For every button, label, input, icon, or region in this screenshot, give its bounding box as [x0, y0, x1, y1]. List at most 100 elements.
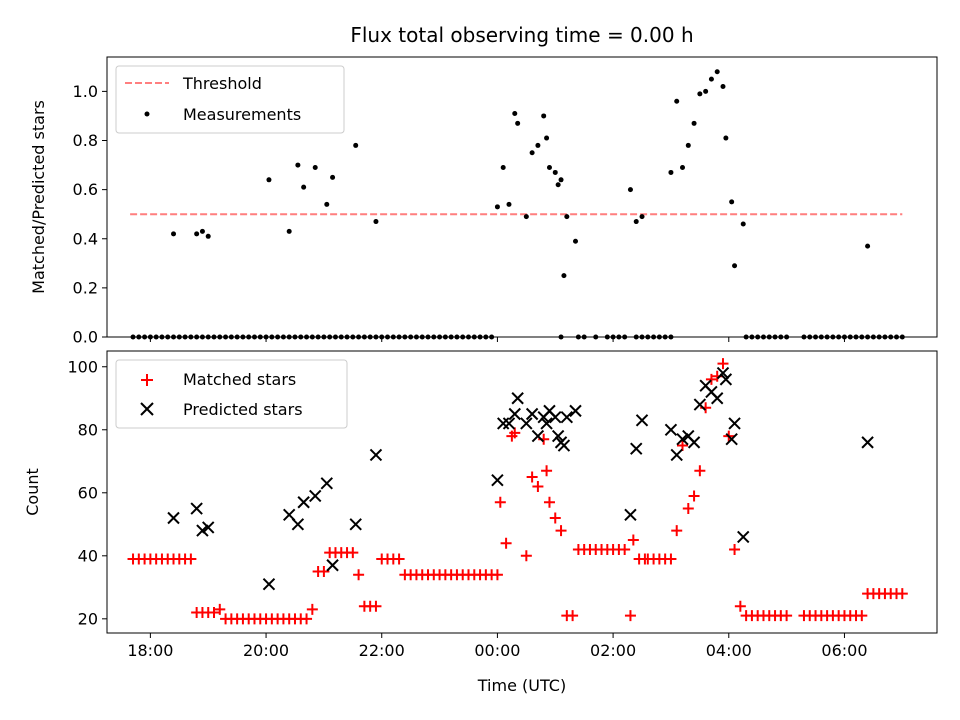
measurement-point — [691, 120, 697, 126]
top-legend-box — [115, 65, 345, 134]
bottom-ytick: 80 — [78, 420, 107, 439]
predicted-star-point — [861, 436, 874, 449]
top-ytick-label: 1.0 — [73, 82, 98, 101]
predicted-star-point — [502, 417, 516, 430]
bottom-legend-box — [115, 359, 348, 429]
matched-star-point — [526, 471, 538, 483]
top-ytick: 0.4 — [73, 229, 107, 248]
measurement-point — [286, 228, 292, 234]
bottom-legend: Matched stars Predicted stars — [115, 359, 348, 429]
predicted-star-point — [167, 511, 180, 525]
matched-star-point — [491, 569, 503, 581]
predicted-star-point — [320, 477, 333, 490]
measurement-point — [324, 201, 330, 207]
measurement-point — [541, 113, 547, 119]
predicted-star-point — [531, 429, 545, 443]
predicted-star-point — [725, 433, 738, 446]
measurement-point — [544, 135, 550, 141]
measurement-point — [546, 165, 552, 171]
bottom-xtick: 22:00 — [359, 633, 405, 660]
measurement-point — [740, 221, 746, 227]
measurement-point — [633, 219, 639, 225]
top-ytick: 0.8 — [73, 131, 107, 150]
legend-measurements-swatch — [144, 111, 150, 117]
bottom-xtick: 06:00 — [821, 633, 868, 660]
measurement-point — [171, 231, 177, 237]
predicted-star-point — [719, 373, 733, 386]
top-ytick-label: 0.8 — [73, 131, 98, 150]
bottom-ytick: 60 — [78, 483, 107, 502]
matched-star-point — [532, 480, 544, 492]
matched-star-point — [185, 553, 197, 565]
legend-predicted-label: Predicted stars — [183, 400, 303, 419]
measurement-point — [199, 228, 205, 234]
measurement-point — [523, 214, 529, 220]
bottom-axes-frame — [106, 350, 938, 634]
matched-star-point — [543, 496, 555, 508]
matched-star-point — [520, 550, 532, 562]
matched-star-point — [665, 553, 677, 565]
matched-star-point — [729, 544, 741, 556]
predicted-star-point — [309, 489, 322, 503]
measurement-point — [708, 76, 714, 82]
legend-matched-label: Matched stars — [183, 370, 296, 389]
matched-star-point — [671, 525, 683, 537]
measurement-point — [573, 238, 579, 244]
predicted-star-point — [569, 404, 582, 418]
predicted-star-point — [716, 366, 730, 380]
bottom-xtick-label: 22:00 — [359, 641, 405, 660]
measurement-point — [627, 187, 633, 193]
bottom-panel: Count Time (UTC) 20 40 60 80 100 18:00 20:00 22… — [23, 350, 938, 695]
predicted-star-point — [496, 417, 510, 430]
measurement-point — [373, 219, 379, 225]
predicted-star-point — [540, 417, 553, 430]
matched-star-point — [624, 610, 636, 622]
matched-star-point — [677, 440, 689, 452]
bottom-xtick-label: 00:00 — [474, 641, 520, 660]
chart-title: Flux total observing time = 0.00 h — [350, 23, 693, 47]
matched-star-point — [734, 600, 746, 612]
bottom-xlabel: Time (UTC) — [477, 676, 566, 695]
matched-star-point — [306, 603, 318, 615]
predicted-star-point — [551, 429, 565, 443]
matched-star-point — [619, 544, 631, 556]
predicted-star-point — [687, 436, 701, 449]
legend-matched-swatch — [141, 374, 153, 386]
measurement-point — [353, 142, 359, 148]
bottom-ytick-label: 20 — [78, 609, 98, 628]
matched-star-point — [694, 465, 706, 477]
matched-star-point — [208, 607, 220, 619]
matched-star-point — [500, 537, 512, 549]
predicted-star-point — [557, 439, 571, 452]
predicted-star-point — [560, 410, 574, 424]
measurement-point — [194, 231, 200, 237]
matched-star-point — [347, 547, 359, 559]
measurement-point — [558, 177, 564, 183]
legend-measurements-label: Measurements — [183, 105, 301, 124]
predicted-star-point — [630, 442, 643, 455]
top-ytick-label: 0.4 — [73, 229, 98, 248]
bottom-ytick-label: 100 — [67, 357, 98, 376]
bottom-xtick: 02:00 — [590, 633, 636, 660]
matched-star-point — [682, 503, 694, 515]
legend-threshold-label: Threshold — [182, 74, 262, 93]
measurement-point — [720, 83, 726, 89]
top-ytick: 0.2 — [73, 278, 107, 297]
predicted-star-point — [196, 524, 209, 537]
bottom-ytick-label: 80 — [78, 420, 98, 439]
top-ytick-label: 0.0 — [73, 328, 98, 347]
top-panel: Flux total observing time = 0.00 h Match… — [29, 23, 938, 347]
matched-star-point — [393, 553, 405, 565]
predicted-star-point — [202, 521, 215, 534]
matched-star-point — [494, 496, 506, 508]
matched-star-point — [541, 465, 553, 477]
predicted-star-point — [737, 530, 750, 544]
measurement-point — [732, 263, 738, 269]
bottom-xtick: 04:00 — [706, 633, 752, 660]
bottom-xtick-label: 20:00 — [243, 641, 289, 660]
predicted-star-point — [635, 414, 649, 427]
bottom-xtick-label: 04:00 — [706, 641, 752, 660]
bottom-ylabel: Count — [23, 468, 42, 516]
matched-star-point — [856, 610, 868, 622]
matched-star-point — [717, 358, 729, 370]
